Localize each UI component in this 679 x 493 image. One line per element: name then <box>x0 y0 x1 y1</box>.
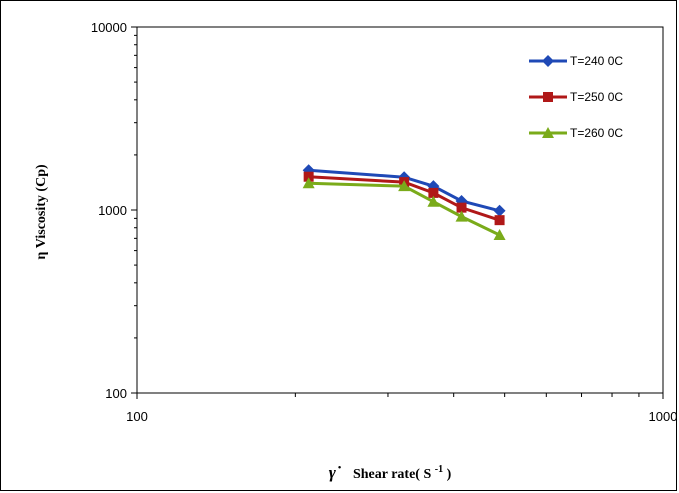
legend-entry: T=240 0C <box>529 54 623 68</box>
series-2 <box>303 171 505 226</box>
axes: 100 1000 10000 100 1000 <box>91 20 678 424</box>
series-layer <box>302 164 506 241</box>
data-point <box>456 202 467 213</box>
legend-label: T=250 0C <box>570 90 623 104</box>
x-axis-unit-sup: -1 <box>435 464 443 475</box>
y-axis-title: η Viscosity (Cp) <box>34 164 49 260</box>
legend-entry: T=250 0C <box>529 90 623 104</box>
data-point <box>493 229 506 241</box>
legend-marker <box>542 55 554 67</box>
data-point <box>303 171 314 182</box>
x-tick-label: 100 <box>126 409 148 424</box>
x-axis-symbol: γ˙ <box>329 463 342 482</box>
x-axis-text: Shear rate( <box>353 467 420 482</box>
series-3 <box>302 177 506 241</box>
x-tick-label: 1000 <box>649 409 678 424</box>
y-tick-label: 1000 <box>98 203 127 218</box>
x-axis-close: ) <box>447 467 452 482</box>
legend-entry: T=260 0C <box>529 126 623 140</box>
data-point <box>493 204 506 217</box>
data-point <box>302 177 315 189</box>
data-point <box>428 187 439 198</box>
data-point <box>427 195 440 207</box>
data-point <box>398 180 411 192</box>
plot-area-border <box>136 26 664 394</box>
x-axis-unit: S <box>423 467 431 482</box>
legend-marker <box>543 92 553 102</box>
data-point <box>494 215 505 226</box>
legend-marker <box>542 127 554 138</box>
y-tick-label: 100 <box>105 386 127 401</box>
legend-label: T=260 0C <box>570 126 623 140</box>
y-tick-label: 10000 <box>91 20 127 35</box>
x-axis-title: γ˙ Shear rate( S -1 ) <box>329 461 452 482</box>
data-point <box>455 210 468 222</box>
legend-label: T=240 0C <box>570 54 623 68</box>
legend: T=240 0C T=250 0C T=260 0C <box>529 54 623 140</box>
